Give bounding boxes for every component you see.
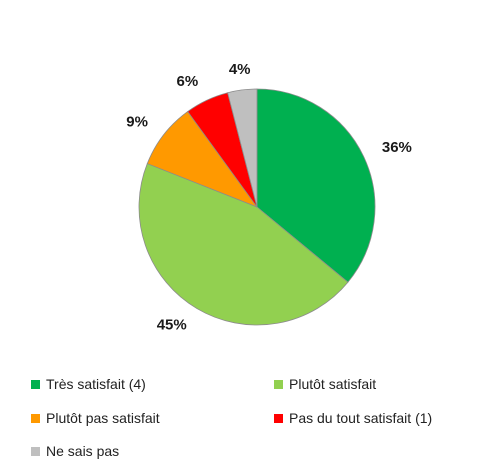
legend-item-tres-satisfait: Très satisfait (4) [31, 374, 146, 394]
pie-slices [138, 88, 376, 326]
pie-slice-ne-sais-pas [227, 88, 258, 208]
legend-item-pas-du-tout-satisfait: Pas du tout satisfait (1) [274, 408, 432, 428]
legend-label-tres-satisfait: Très satisfait (4) [46, 376, 146, 392]
legend-swatch-plutot-satisfait [274, 379, 283, 389]
data-label-ne-sais-pas: 4% [229, 61, 251, 78]
legend-label-ne-sais-pas: Ne sais pas [46, 443, 120, 459]
legend-swatch-pas-du-tout-satisfait [274, 413, 283, 423]
legend-label-plutot-pas-satisfait: Plutôt pas satisfait [46, 410, 160, 426]
legend-item-plutot-pas-satisfait: Plutôt pas satisfait [31, 408, 160, 428]
pie-data-labels: 36% 45% 9% 6% 4% [126, 61, 412, 334]
legend-swatch-ne-sais-pas [31, 446, 40, 456]
pie-slice-tres-satisfait [256, 88, 376, 283]
data-label-tres-satisfait: 36% [382, 139, 412, 156]
legend-item-ne-sais-pas: Ne sais pas [31, 441, 119, 461]
pie-slice-plutot-satisfait [138, 163, 349, 326]
data-label-plutot-satisfait: 45% [157, 317, 187, 334]
data-label-pas-du-tout-satisfait: 6% [177, 73, 199, 90]
legend-label-pas-du-tout-satisfait: Pas du tout satisfait (1) [289, 410, 433, 426]
legend-label-plutot-satisfait: Plutôt satisfait [289, 376, 377, 392]
legend-swatch-plutot-pas-satisfait [31, 413, 40, 423]
data-label-plutot-pas-satisfait: 9% [126, 113, 148, 130]
legend-swatch-tres-satisfait [31, 379, 40, 389]
legend-item-plutot-satisfait: Plutôt satisfait [274, 374, 376, 394]
